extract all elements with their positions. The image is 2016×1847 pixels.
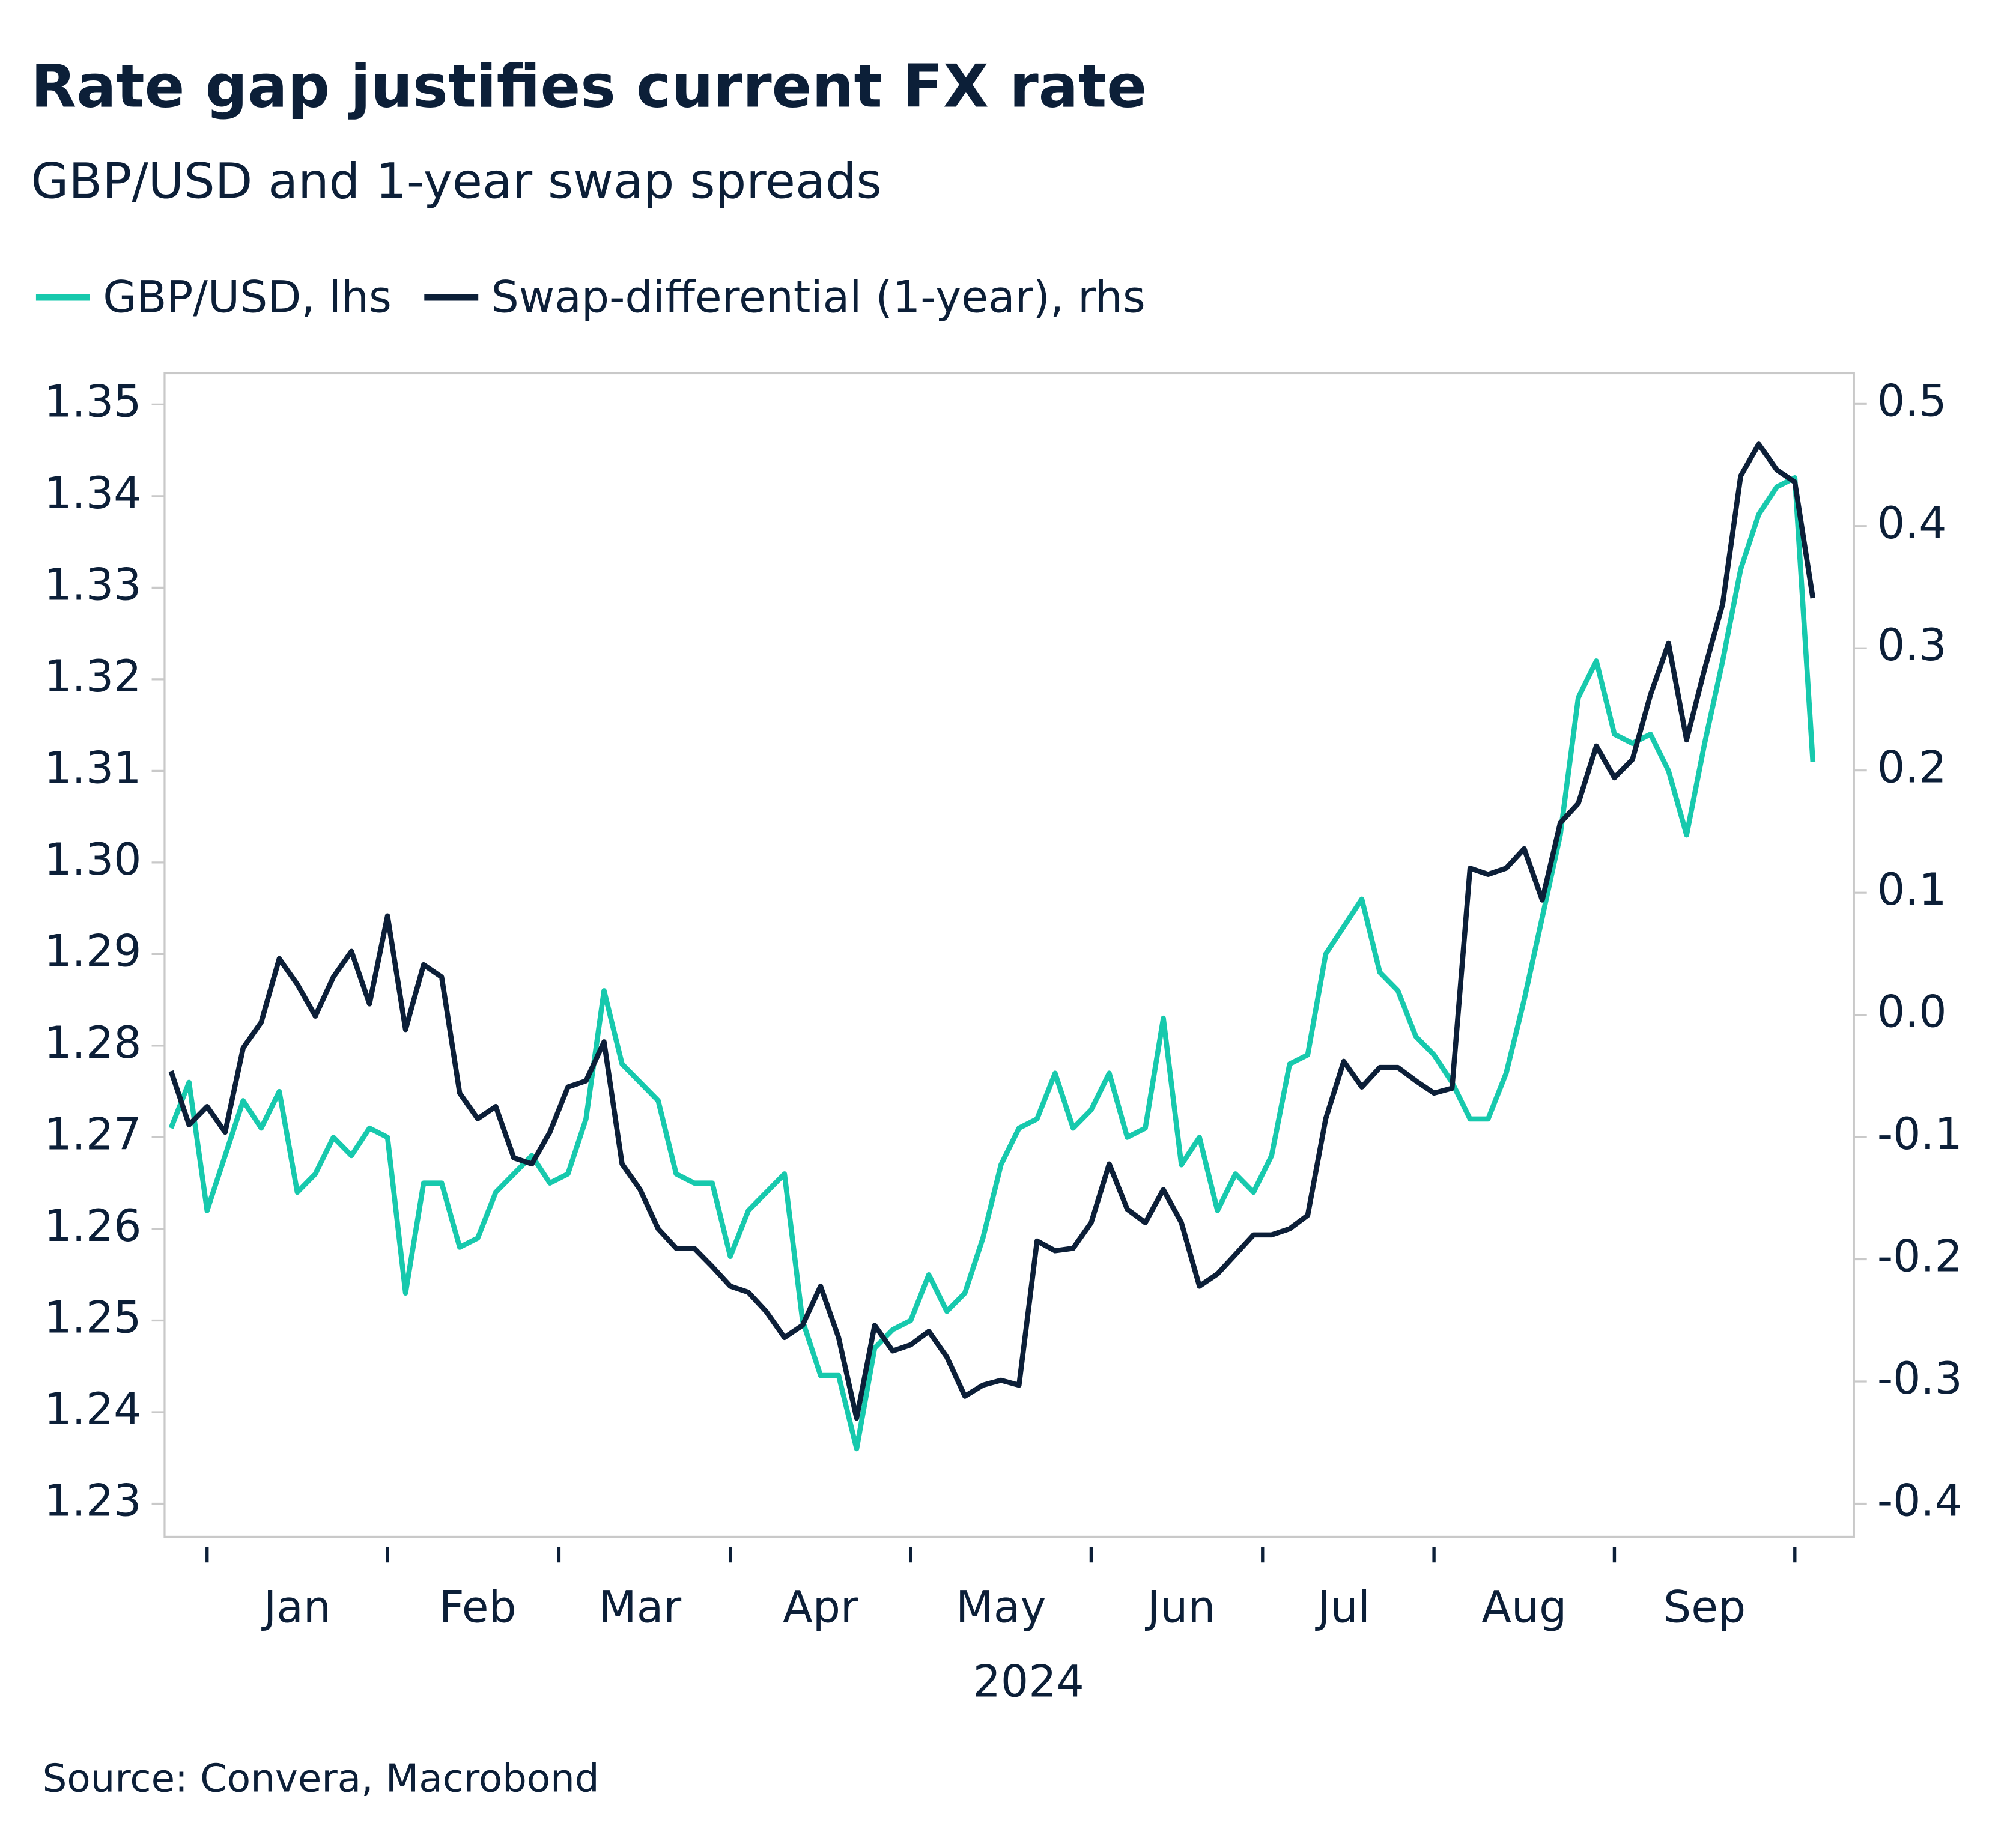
series-line: [168, 475, 1816, 1452]
y2-tick-label: -0.2: [1877, 1231, 1963, 1282]
plot-frame: [163, 372, 1855, 1538]
y-tick-label: 1.28: [44, 1018, 141, 1069]
x-tick-label: Aug: [1481, 1582, 1567, 1633]
y2-tick-label: 0.0: [1877, 987, 1947, 1038]
y2-tick-label: 0.3: [1877, 620, 1947, 671]
source: Source: Convera, Macrobond: [43, 1756, 600, 1801]
y2-tick-label: 0.4: [1877, 498, 1947, 549]
x-tick-label: Apr: [783, 1582, 858, 1633]
legend-label: GBP/USD, lhs: [103, 271, 392, 323]
legend-label: Swap-differential (1-year), rhs: [491, 271, 1146, 323]
x-tick-label: Mar: [599, 1582, 681, 1633]
chart-title: Rate gap justifies current FX rate: [31, 52, 1147, 121]
x-tick-label: Sep: [1663, 1582, 1746, 1633]
y2-tick-label: 0.5: [1877, 375, 1947, 426]
y-tick-label: 1.32: [44, 651, 141, 702]
y-tick-label: 1.29: [44, 926, 141, 977]
y-tick-label: 1.24: [44, 1384, 141, 1435]
x-tick-label: Jul: [1315, 1582, 1370, 1633]
y2-tick-label: -0.1: [1877, 1109, 1963, 1160]
y-tick-label: 1.30: [44, 834, 141, 885]
y2-tick-label: -0.4: [1877, 1476, 1963, 1527]
y-tick-label: 1.35: [44, 376, 141, 427]
x-tick-label: Feb: [439, 1582, 517, 1633]
x-tick-label: Jan: [261, 1582, 331, 1633]
y-tick-label: 1.25: [44, 1292, 141, 1343]
chart-subtitle: GBP/USD and 1-year swap spreads: [31, 153, 881, 210]
series-line: [168, 441, 1816, 1421]
x-tick-label: Jun: [1145, 1582, 1216, 1633]
x-tick-label: May: [956, 1582, 1046, 1633]
y-tick-label: 1.23: [44, 1476, 141, 1527]
y-tick-label: 1.27: [44, 1109, 141, 1160]
y-tick-label: 1.34: [44, 468, 141, 519]
y2-tick-label: -0.3: [1877, 1353, 1963, 1404]
y-tick-label: 1.33: [44, 559, 141, 610]
y-tick-label: 1.31: [44, 742, 141, 793]
y2-tick-label: 0.1: [1877, 864, 1947, 915]
x-axis-label: 2024: [973, 1657, 1084, 1708]
y-tick-label: 1.26: [44, 1201, 141, 1252]
y2-tick-label: 0.2: [1877, 742, 1947, 793]
